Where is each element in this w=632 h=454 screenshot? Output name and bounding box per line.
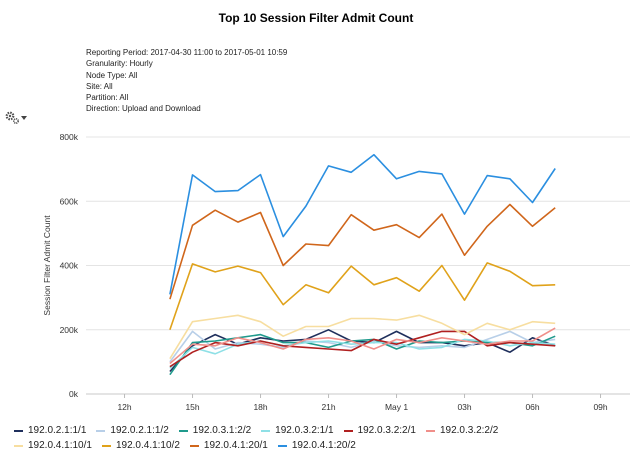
legend-item-9[interactable]: 192.0.4.1:20/1 bbox=[189, 440, 268, 451]
meta-partition: Partition: All bbox=[86, 93, 129, 103]
meta-reporting-period: Reporting Period: 2017-04-30 11:00 to 20… bbox=[86, 48, 288, 57]
chart-title: Top 10 Session Filter Admit Count bbox=[218, 11, 414, 25]
meta-direction: Direction: Upload and Download bbox=[86, 104, 201, 114]
x-tick-label-7: 09h bbox=[593, 402, 607, 412]
legend-item-1[interactable]: 192.0.2.1:1/1 bbox=[14, 425, 86, 436]
legend-row-1: 192.0.2.1:1/1 192.0.2.1:1/2 192.0.3.1:2/2 1… bbox=[14, 423, 624, 438]
legend-label: 192.0.4.1:20/2 bbox=[291, 440, 356, 451]
report-meta: Reporting Period: 2017-04-30 11:00 to 20… bbox=[86, 47, 287, 115]
y-tick-label-2: 400k bbox=[60, 261, 79, 271]
x-tick-label-6: 06h bbox=[525, 402, 539, 412]
legend-item-10[interactable]: 192.0.4.1:20/2 bbox=[277, 440, 356, 451]
series-line-9 bbox=[169, 203, 556, 300]
legend-swatch bbox=[425, 429, 435, 432]
x-tick-label-0: 12h bbox=[117, 402, 131, 412]
series-line-8 bbox=[169, 262, 556, 331]
legend-swatch bbox=[101, 444, 111, 447]
chart-legend: 192.0.2.1:1/1 192.0.2.1:1/2 192.0.3.1:2/2 1… bbox=[14, 423, 624, 453]
chart-options-button[interactable] bbox=[4, 110, 30, 126]
x-tick-label-1: 15h bbox=[185, 402, 199, 412]
legend-label: 192.0.3.2:2/1 bbox=[357, 425, 416, 436]
meta-site: Site: All bbox=[86, 81, 113, 91]
legend-label: 192.0.3.2:1/1 bbox=[275, 425, 334, 436]
series-line-10 bbox=[169, 153, 556, 295]
legend-swatch bbox=[343, 429, 353, 432]
legend-swatch bbox=[189, 444, 199, 447]
meta-node-type: Node Type: All bbox=[86, 70, 138, 80]
y-axis-title: Session Filter Admit Count bbox=[42, 215, 52, 316]
gear-icon bbox=[5, 111, 20, 125]
legend-label: 192.0.3.2:2/2 bbox=[439, 425, 499, 436]
legend-item-4[interactable]: 192.0.3.2:1/1 bbox=[261, 425, 334, 436]
x-tick-label-4: May 1 bbox=[385, 402, 408, 412]
legend-swatch bbox=[14, 429, 23, 432]
legend-label: 192.0.4.1:20/1 bbox=[203, 440, 268, 451]
meta-granularity: Granularity: Hourly bbox=[86, 59, 153, 69]
legend-label: 192.0.3.1:2/2 bbox=[192, 425, 252, 436]
legend-item-5[interactable]: 192.0.3.2:2/1 bbox=[343, 425, 416, 436]
legend-label: 192.0.4.1:10/1 bbox=[28, 440, 92, 451]
x-tick-label-2: 18h bbox=[253, 402, 267, 412]
legend-item-6[interactable]: 192.0.3.2:2/2 bbox=[425, 425, 499, 436]
legend-label: 192.0.2.1:1/1 bbox=[28, 425, 87, 436]
legend-item-7[interactable]: 192.0.4.1:10/1 bbox=[14, 440, 92, 451]
x-tick-label-5: 03h bbox=[457, 402, 471, 412]
legend-swatch bbox=[277, 444, 287, 447]
legend-swatch bbox=[178, 429, 188, 432]
legend-label: 192.0.4.1:10/2 bbox=[115, 440, 180, 451]
x-tick-label-3: 21h bbox=[321, 402, 335, 412]
y-tick-label-0: 0k bbox=[69, 389, 79, 399]
legend-item-3[interactable]: 192.0.3.1:2/2 bbox=[178, 425, 252, 436]
series-line-6 bbox=[169, 327, 556, 365]
legend-swatch bbox=[14, 444, 23, 447]
legend-item-8[interactable]: 192.0.4.1:10/2 bbox=[101, 440, 180, 451]
legend-swatch bbox=[261, 429, 271, 432]
caret-down-icon bbox=[21, 116, 27, 120]
legend-label: 192.0.2.1:1/2 bbox=[110, 425, 169, 436]
legend-swatch bbox=[96, 429, 106, 432]
y-tick-label-4: 800k bbox=[60, 132, 79, 142]
legend-row-2: 192.0.4.1:10/1 192.0.4.1:10/2 192.0.4.1:20… bbox=[14, 438, 624, 453]
y-tick-label-3: 600k bbox=[60, 196, 79, 206]
legend-item-2[interactable]: 192.0.2.1:1/2 bbox=[96, 425, 169, 436]
series-line-7 bbox=[169, 314, 556, 360]
y-tick-label-1: 200k bbox=[60, 325, 79, 335]
